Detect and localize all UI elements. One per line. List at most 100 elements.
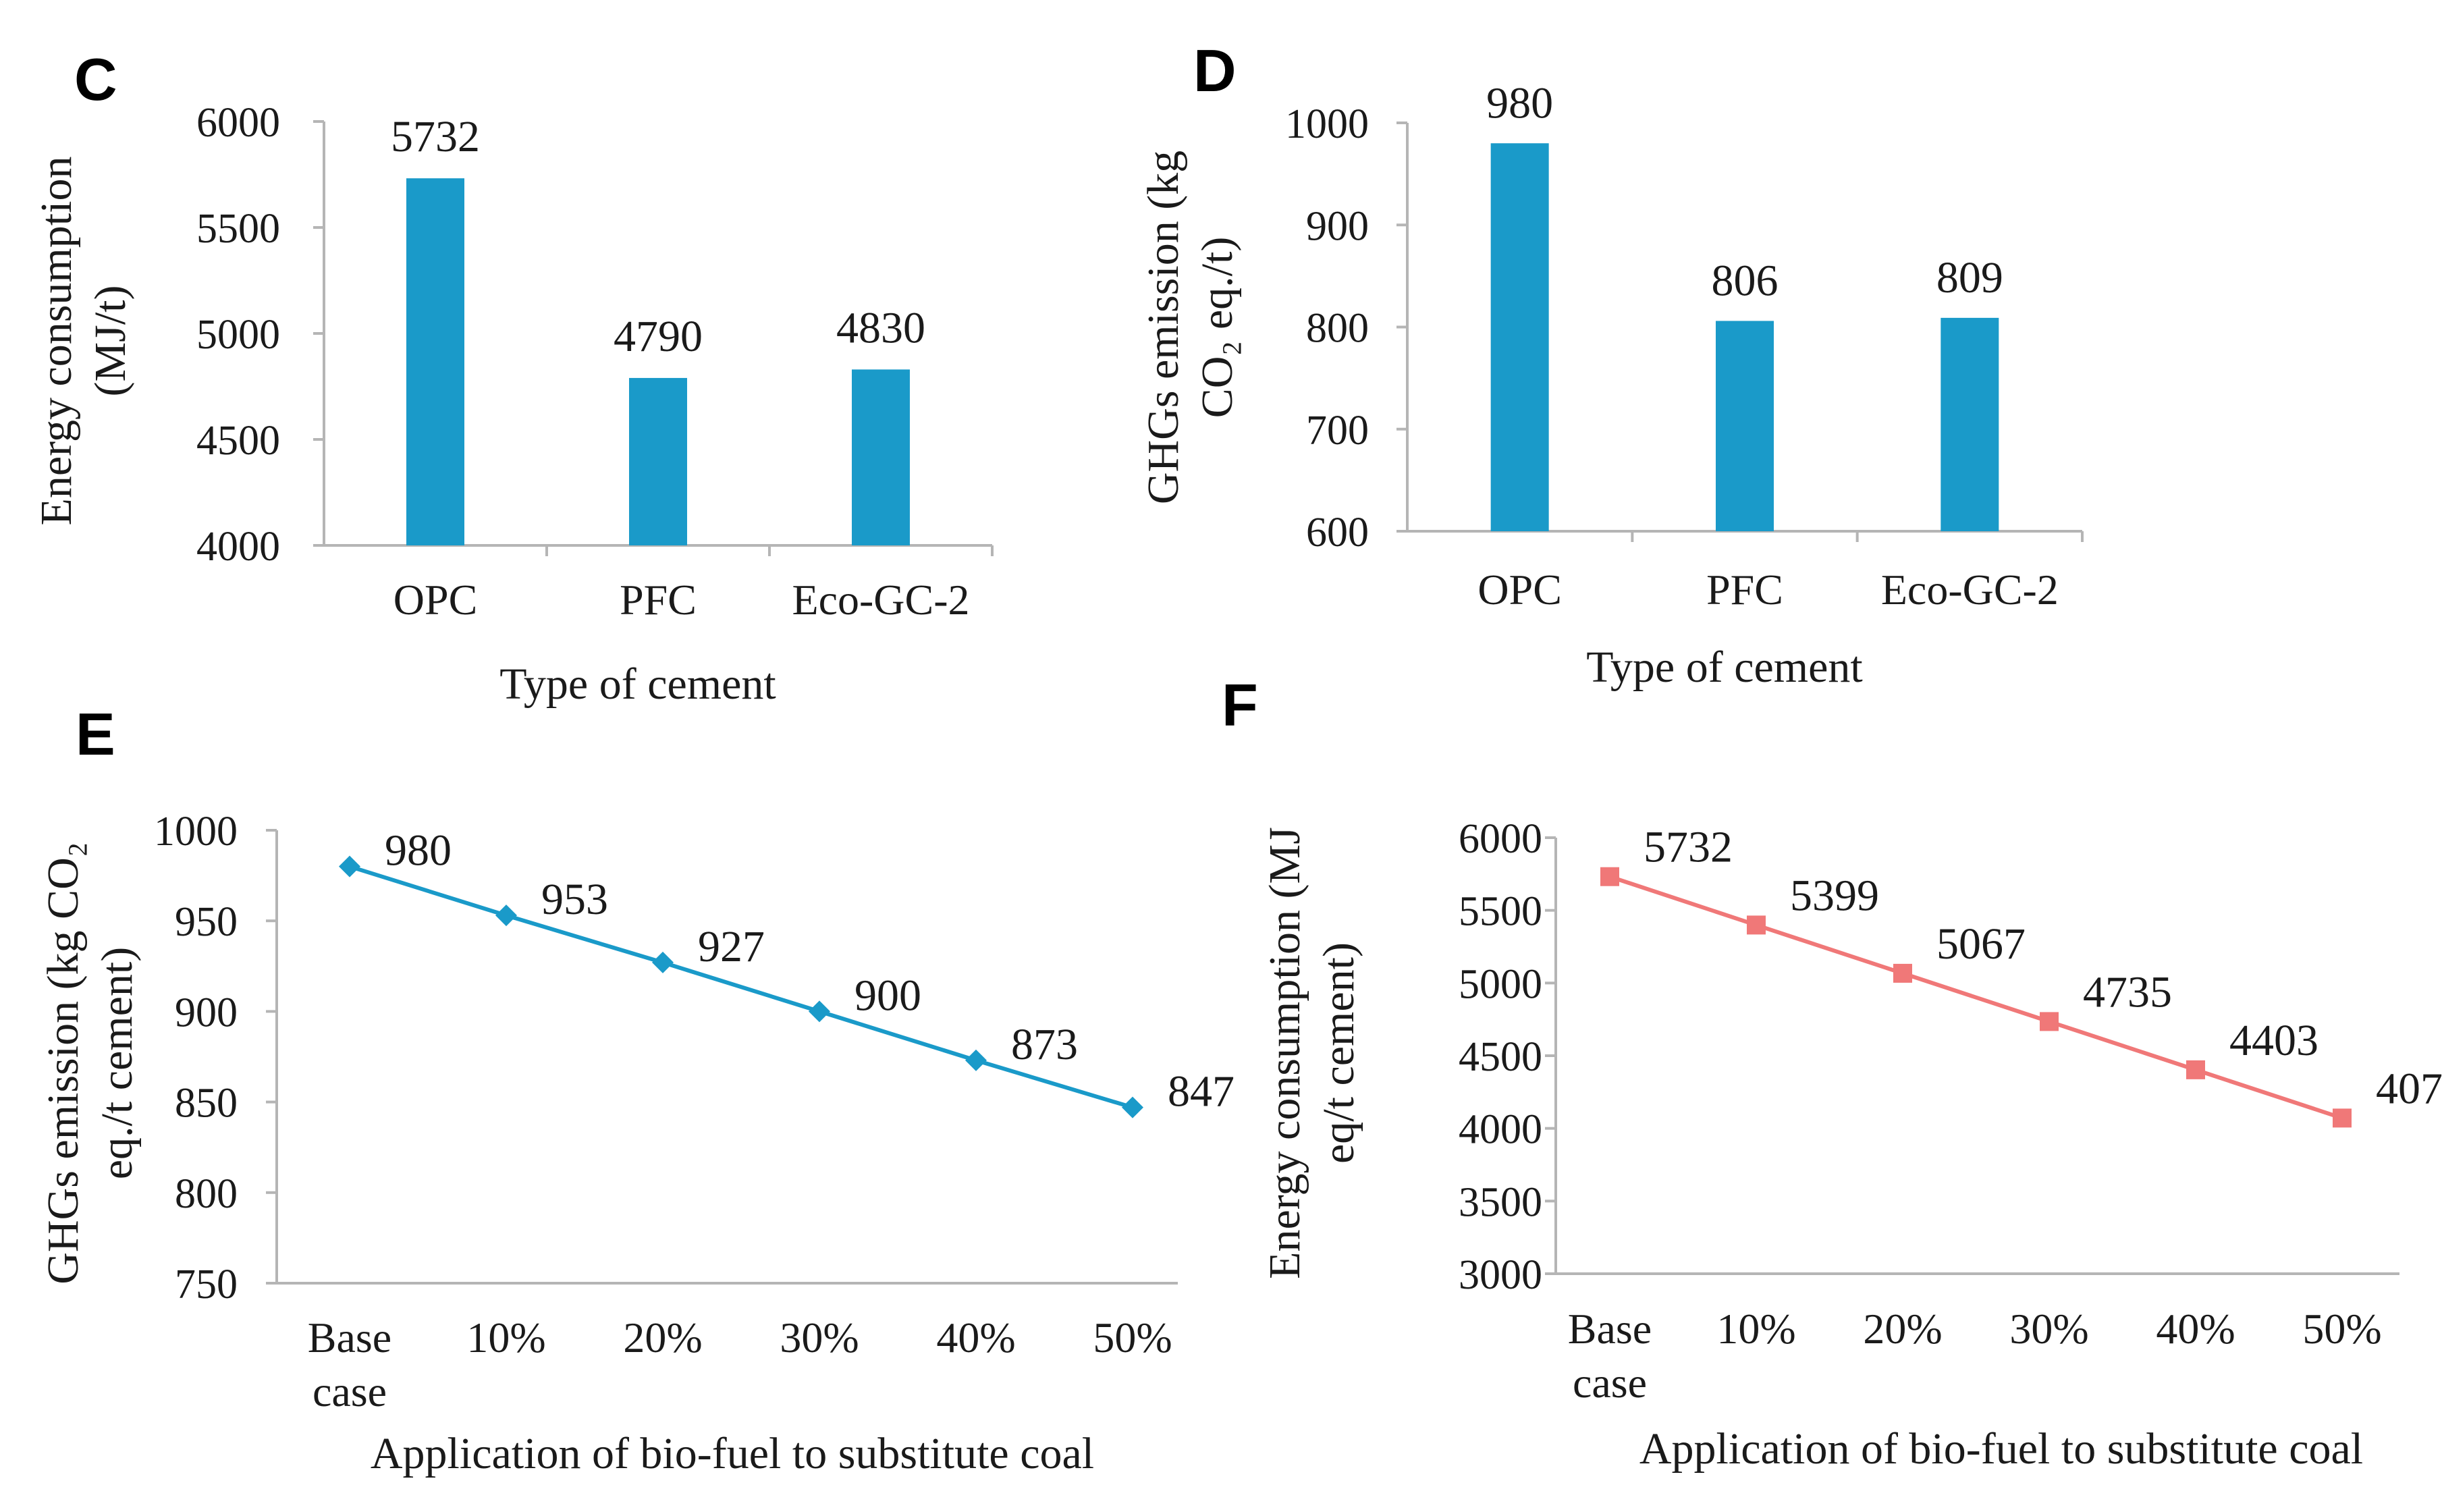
panel-e-category-label-1: 10% xyxy=(466,1314,545,1361)
panel-d-category-label-2: Eco-GC-2 xyxy=(1881,566,2059,614)
panel-e-x-axis-title: Application of bio-fuel to substitute co… xyxy=(371,1429,1094,1478)
panel-f-data-label-3: 4735 xyxy=(2083,967,2172,1017)
panel-c-y-axis-title: Energy consumption (MJ/t) xyxy=(32,157,135,526)
panel-f-y-tick-label: 4000 xyxy=(1459,1107,1542,1153)
panel-c-bar-0 xyxy=(406,178,464,546)
panel-f-y-tick-label: 5000 xyxy=(1459,961,1542,1007)
panel-f-marker-4 xyxy=(2186,1060,2205,1079)
panel-f-data-label-4: 4403 xyxy=(2229,1016,2318,1065)
panel-d-data-label-1: 806 xyxy=(1712,256,1779,305)
panel-c-bar-1 xyxy=(629,377,687,545)
panel-e-marker-2 xyxy=(652,951,674,973)
panel-e-ylabel-line-2: eq./t cement) xyxy=(92,947,142,1180)
panel-c-category-label-2: Eco-GC-2 xyxy=(792,576,969,624)
panel-f-y-axis-title: Energy consumption (MJ eq/t cement) xyxy=(1260,827,1363,1279)
panel-c-ylabel-line-2: (MJ/t) xyxy=(86,286,135,397)
panel-c-y-tick-label: 5000 xyxy=(196,312,280,358)
panel-e-y-tick-label: 1000 xyxy=(154,809,238,855)
panel-e-marker-0 xyxy=(339,855,360,878)
panel-e-y-tick-label: 800 xyxy=(175,1171,238,1217)
panel-c-data-label-1: 4790 xyxy=(614,312,703,361)
panel-f-y-tick-label: 6000 xyxy=(1459,816,1542,862)
panel-e-y-tick-label: 900 xyxy=(175,990,238,1035)
panel-e-category-label-5: 50% xyxy=(1093,1314,1172,1361)
panel-c-y-tick-label: 4500 xyxy=(196,418,280,464)
panel-f-marker-5 xyxy=(2333,1108,2352,1128)
panel-c-ylabel-line-1: Energy consumption xyxy=(32,157,81,526)
panel-c-y-tick-label: 5500 xyxy=(196,206,280,252)
panel-c-category-label-1: PFC xyxy=(620,576,697,624)
panel-f-marker-0 xyxy=(1600,867,1619,886)
panel-f-data-label-0: 5732 xyxy=(1644,823,1733,872)
panel-e-category-label-3: 30% xyxy=(780,1314,859,1361)
panel-e-y-tick-label: 750 xyxy=(175,1262,238,1307)
panel-d-category-label-0: OPC xyxy=(1477,566,1562,614)
panel-e-marker-5 xyxy=(1122,1096,1143,1118)
panel-e-letter: E xyxy=(76,701,115,767)
panel-d-y-tick-label: 600 xyxy=(1306,510,1369,556)
panel-f-category-label-0-line-2: case xyxy=(1573,1359,1647,1407)
panel-e-category-label-0-line-1: Base xyxy=(308,1314,391,1361)
panel-d-y-axis-title: GHGs emission (kg CO₂ eq./t) xyxy=(1139,151,1242,504)
panel-f-category-label-1: 10% xyxy=(1716,1305,1795,1353)
panel-f-marker-3 xyxy=(2040,1012,2059,1031)
panel-d-data-label-2: 809 xyxy=(1936,253,2003,302)
panel-e-series-line xyxy=(349,864,1133,1110)
panel-f-x-axis-title: Application of bio-fuel to substitute co… xyxy=(1639,1424,2363,1474)
panel-c-data-label-0: 5732 xyxy=(391,112,480,161)
panel-e-data-label-4: 873 xyxy=(1011,1020,1078,1069)
panel-f-y-tick-label: 3000 xyxy=(1459,1252,1542,1298)
panel-f-y-tick-label: 5500 xyxy=(1459,889,1542,935)
panel-e-data-label-0: 980 xyxy=(385,826,452,875)
panel-d-category-label-1: PFC xyxy=(1706,566,1783,614)
panel-d-letter: D xyxy=(1193,37,1237,104)
panel-e-data-label-3: 900 xyxy=(854,971,921,1020)
panel-f-data-label-2: 5067 xyxy=(1936,919,2026,969)
panel-f-ylabel-line-1: Energy consumption (MJ xyxy=(1260,827,1309,1279)
panel-f-y-tick-label: 4500 xyxy=(1459,1034,1542,1080)
panel-f-ylabel-line-2: eq/t cement) xyxy=(1314,942,1363,1164)
panel-e-chart: E GHGs emission (kg CO₂ eq./t cement) Ap… xyxy=(38,701,1234,1478)
panel-d-bar-1 xyxy=(1716,321,1774,531)
panel-d-bar-2 xyxy=(1941,317,1999,531)
panel-e-y-tick-label: 850 xyxy=(175,1081,238,1127)
panel-e-marker-4 xyxy=(965,1049,987,1071)
panel-f-letter: F xyxy=(1222,672,1258,738)
panel-e-y-tick-label: 950 xyxy=(175,899,238,945)
panel-e-y-axis-title: GHGs emission (kg CO₂ eq./t cement) xyxy=(38,842,142,1285)
panel-f-category-label-3: 30% xyxy=(2009,1305,2088,1353)
panel-c-chart: C Energy consumption (MJ/t) Type of ceme… xyxy=(32,46,994,709)
panel-e-marker-1 xyxy=(495,905,517,927)
panel-f-marker-2 xyxy=(1893,963,1912,983)
panel-d-data-label-0: 980 xyxy=(1486,78,1553,128)
panel-d-ylabel-line-1: GHGs emission (kg xyxy=(1139,151,1188,504)
panel-f-category-label-4: 40% xyxy=(2156,1305,2235,1353)
panel-e-category-label-4: 40% xyxy=(936,1314,1015,1361)
panel-f-category-label-2: 20% xyxy=(1863,1305,1942,1353)
panel-f-chart: F Energy consumption (MJ eq/t cement) Ap… xyxy=(1222,672,2442,1474)
panel-e-marker-3 xyxy=(809,1000,830,1023)
panel-d-y-tick-label: 1000 xyxy=(1285,101,1369,147)
panel-f-category-label-0-line-1: Base xyxy=(1568,1305,1652,1353)
panel-c-letter: C xyxy=(74,46,117,113)
panel-e-category-label-0-line-2: case xyxy=(313,1368,387,1415)
panel-f-series-line xyxy=(1609,874,2343,1120)
panel-d-bar-0 xyxy=(1490,143,1549,531)
panel-f-marker-1 xyxy=(1747,915,1766,935)
panel-e-data-label-1: 953 xyxy=(541,875,608,924)
panel-e-category-label-2: 20% xyxy=(623,1314,702,1361)
panel-c-data-label-2: 4830 xyxy=(836,303,925,352)
panel-f-data-label-1: 5399 xyxy=(1790,871,1879,920)
panel-c-category-label-0: OPC xyxy=(394,576,478,624)
panel-d-ylabel-line-2: CO₂ eq./t) xyxy=(1193,237,1242,418)
panel-c-y-tick-label: 4000 xyxy=(196,524,280,570)
panel-d-x-axis-title: Type of cement xyxy=(1586,643,1863,692)
panel-d-y-tick-label: 700 xyxy=(1306,408,1369,454)
panel-c-bar-2 xyxy=(852,369,910,545)
panel-f-category-label-5: 50% xyxy=(2302,1305,2381,1353)
panel-f-data-label-5: 4071 xyxy=(2376,1064,2442,1113)
panel-d-y-tick-label: 900 xyxy=(1306,203,1369,249)
panel-e-ylabel-line-1: GHGs emission (kg CO₂ xyxy=(38,842,88,1285)
panel-e-data-label-5: 847 xyxy=(1168,1067,1234,1116)
